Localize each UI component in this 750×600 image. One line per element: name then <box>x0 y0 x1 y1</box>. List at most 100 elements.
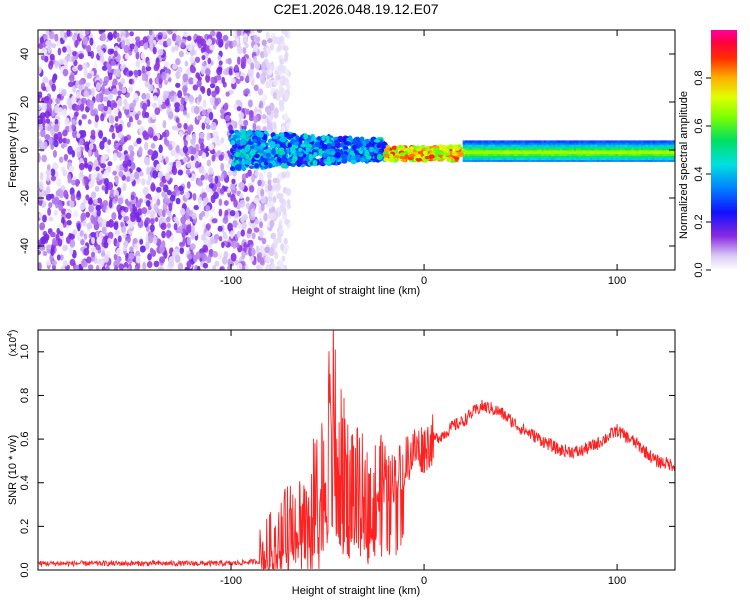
carrier-cell <box>594 150 598 153</box>
noise-cell <box>163 250 168 259</box>
noise-cell <box>178 130 184 138</box>
carrier-cell <box>497 150 501 153</box>
carrier-cell <box>569 151 573 155</box>
noise-cell <box>156 163 162 171</box>
noise-cell <box>72 34 77 42</box>
figure-title: C2E1.2026.048.19.12.E07 <box>273 1 438 17</box>
carrier-cell <box>627 150 630 153</box>
carrier-cell <box>485 157 489 160</box>
onset-cell <box>244 158 252 166</box>
noise-cell <box>77 64 83 71</box>
noise-cell <box>53 209 58 216</box>
noise-cell <box>39 50 45 56</box>
carrier-cell <box>592 140 596 143</box>
carrier-cell <box>464 140 468 143</box>
noise-cell <box>90 129 96 137</box>
carrier-cell <box>594 146 598 149</box>
noise-cell <box>95 204 102 211</box>
noise-cell <box>245 75 250 82</box>
noise-cell <box>148 36 154 46</box>
noise-cell <box>159 245 165 254</box>
carrier-cell <box>527 142 531 145</box>
carrier-cell <box>562 144 566 147</box>
noise-cell <box>211 218 218 224</box>
carrier-cell <box>532 144 535 147</box>
carrier-cell <box>631 153 635 157</box>
carrier-cell <box>536 150 540 153</box>
carrier-cell <box>610 142 614 145</box>
carrier-cell <box>499 157 503 160</box>
noise-cell <box>169 234 174 243</box>
carrier-cell <box>647 146 651 149</box>
y-tick-label: 20 <box>19 96 31 108</box>
carrier-cell <box>511 153 515 157</box>
carrier-cell <box>603 144 607 147</box>
noise-cell <box>111 212 117 221</box>
carrier-cell <box>638 155 642 159</box>
noise-cell <box>96 236 103 245</box>
carrier-cell <box>641 142 644 145</box>
carrier-cell <box>573 159 577 162</box>
noise-cell <box>141 207 148 214</box>
noise-cell <box>220 173 225 182</box>
carrier-cell <box>599 157 603 160</box>
noise-cell <box>254 170 259 177</box>
carrier-cell <box>471 150 475 153</box>
carrier-cell <box>661 150 665 153</box>
carrier-cell <box>587 146 591 149</box>
x-tick-label: 100 <box>608 575 626 587</box>
carrier-cell <box>504 157 508 160</box>
noise-cell <box>171 33 177 42</box>
carrier-cell <box>469 146 473 149</box>
noise-cell <box>183 138 188 148</box>
carrier-cell <box>559 142 563 145</box>
carrier-cell <box>566 146 570 149</box>
noise-cell <box>86 73 93 79</box>
onset-cell <box>322 144 328 150</box>
carrier-cell <box>488 150 491 153</box>
carrier-cell <box>580 150 584 153</box>
noise-cell <box>284 219 289 225</box>
carrier-cell <box>571 151 575 155</box>
carrier-cell <box>671 155 674 159</box>
noise-cell <box>82 36 87 46</box>
carrier-cell <box>508 151 512 155</box>
peak-cell <box>433 147 440 152</box>
noise-cell <box>81 130 87 138</box>
carrier-cell <box>594 148 598 151</box>
noise-cell <box>177 262 184 270</box>
onset-cell <box>305 145 311 152</box>
noise-cell <box>241 222 247 230</box>
carrier-cell <box>476 159 480 162</box>
carrier-cell <box>534 155 538 159</box>
carrier-cell <box>504 150 508 153</box>
noise-cell <box>39 36 45 45</box>
carrier-cell <box>671 142 674 145</box>
carrier-cell <box>647 157 651 160</box>
noise-cell <box>128 86 133 93</box>
carrier-cell <box>548 146 552 149</box>
carrier-cell <box>569 148 573 151</box>
noise-cell <box>79 169 84 178</box>
carrier-cell <box>624 151 628 155</box>
carrier-cell <box>515 142 519 145</box>
carrier-cell <box>643 146 647 149</box>
carrier-cell <box>553 157 556 160</box>
carrier-cell <box>478 150 482 153</box>
noise-cell <box>88 164 93 172</box>
carrier-cell <box>606 157 610 160</box>
carrier-cell <box>590 157 593 160</box>
noise-cell <box>197 149 204 156</box>
carrier-cell <box>583 155 586 159</box>
noise-cell <box>80 97 87 104</box>
onset-cell <box>289 133 295 139</box>
carrier-cell <box>587 159 591 162</box>
noise-cell <box>115 126 121 134</box>
noise-cell <box>268 68 273 76</box>
noise-cell <box>237 262 243 270</box>
y-tick-label: 0.6 <box>19 431 31 446</box>
noise-cell <box>46 174 50 182</box>
noise-cell <box>147 84 154 92</box>
carrier-cell <box>564 142 568 145</box>
carrier-cell <box>624 157 628 160</box>
